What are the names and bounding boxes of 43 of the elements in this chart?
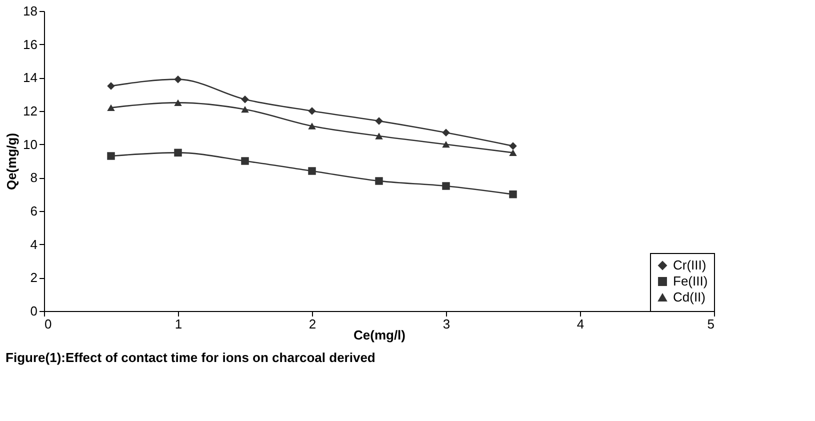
y-tick-label: 14 bbox=[23, 70, 38, 86]
legend-label: Cr(III) bbox=[673, 258, 706, 272]
point bbox=[107, 104, 115, 112]
point bbox=[509, 149, 517, 156]
x-tick-label: 3 bbox=[442, 316, 450, 332]
point bbox=[375, 117, 383, 125]
point bbox=[442, 182, 450, 190]
point bbox=[174, 148, 182, 157]
y-tick-label: 0 bbox=[30, 304, 38, 318]
text: Figure(1):Effect of contact time for ions on charcoal derived bbox=[6, 350, 376, 365]
y-tick-label: 2 bbox=[30, 270, 38, 286]
y-tick-label: 8 bbox=[30, 170, 38, 186]
y-tick-label: 10 bbox=[23, 136, 38, 152]
point bbox=[442, 140, 450, 148]
point bbox=[442, 128, 450, 137]
x-tick-label: 5 bbox=[707, 316, 714, 332]
point bbox=[308, 107, 316, 115]
point bbox=[107, 152, 115, 160]
point bbox=[174, 75, 182, 84]
point bbox=[107, 82, 115, 90]
point bbox=[509, 190, 517, 198]
point bbox=[375, 177, 383, 185]
y-axis-title: Qe(mg/g) bbox=[4, 132, 20, 190]
point bbox=[241, 106, 249, 113]
point bbox=[174, 99, 182, 106]
x-tick-label: 1 bbox=[174, 316, 182, 332]
y-tick-label: 16 bbox=[23, 36, 38, 52]
point bbox=[509, 142, 517, 150]
y-tick-label: 18 bbox=[23, 4, 38, 18]
point bbox=[375, 132, 383, 140]
point bbox=[308, 122, 316, 130]
x-tick-label: 2 bbox=[308, 316, 316, 332]
y-tick-label: 12 bbox=[23, 104, 38, 118]
legend-label: Cd(II) bbox=[673, 290, 706, 304]
point bbox=[241, 95, 249, 104]
x-axis-title: Ce(mg/l) bbox=[354, 328, 406, 342]
x-tick-label: 4 bbox=[576, 316, 584, 332]
x-tick-label: 0 bbox=[44, 316, 52, 332]
y-tick-label: 4 bbox=[30, 236, 38, 252]
point bbox=[308, 167, 316, 175]
point bbox=[241, 157, 249, 165]
legend-label: Fe(III) bbox=[673, 274, 708, 288]
y-tick-label: 6 bbox=[30, 204, 38, 218]
